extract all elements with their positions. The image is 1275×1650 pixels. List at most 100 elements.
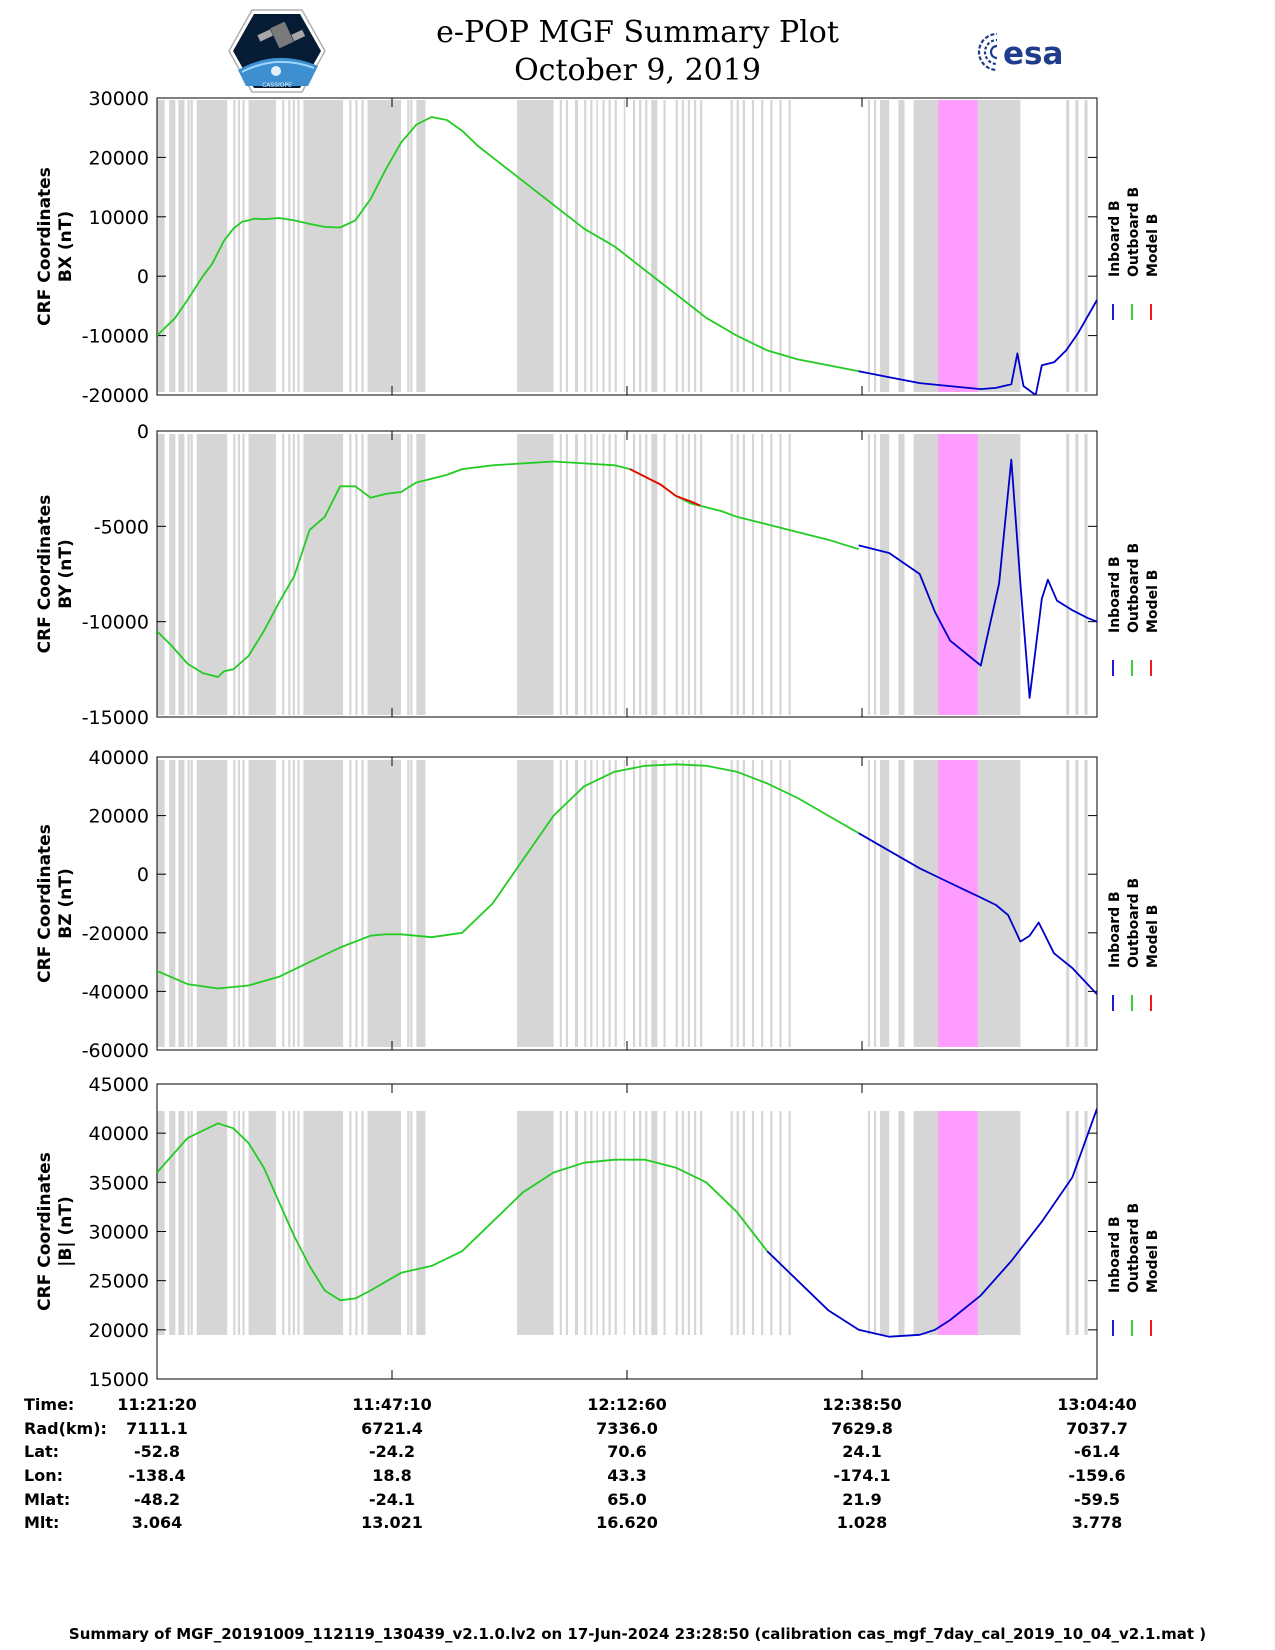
gray-tick (565, 100, 569, 392)
gray-tick (361, 434, 364, 715)
gray-tick (602, 100, 605, 392)
info-cell: 43.3 (607, 1466, 646, 1485)
info-cell: 70.6 (607, 1442, 646, 1461)
gray-tick (700, 100, 703, 392)
gray-tick (867, 760, 871, 1047)
gray-tick (779, 100, 782, 392)
legend-label: Inboard B (1107, 891, 1123, 968)
gray-band (157, 434, 165, 715)
y-axis-label-line: BX (nT) (56, 211, 76, 282)
gray-tick (788, 434, 791, 715)
info-cell: -24.1 (369, 1490, 415, 1509)
y-tick-label: -10000 (82, 612, 149, 634)
series-line-inboard-b (766, 1108, 1097, 1338)
gray-tick (410, 100, 413, 392)
gray-tick (237, 434, 241, 715)
gray-tick (349, 760, 352, 1047)
gray-tick (233, 760, 236, 1047)
gray-tick (190, 434, 193, 715)
info-row-label: Rad(km): (24, 1419, 107, 1438)
gray-band (248, 100, 276, 392)
gray-tick (590, 100, 593, 392)
info-cell: 7111.1 (126, 1419, 188, 1438)
gray-tick (297, 1111, 300, 1335)
gray-tick (559, 100, 562, 392)
gray-tick (681, 760, 684, 1047)
magenta-band (938, 1111, 978, 1335)
legend-label: Model B (1145, 905, 1161, 968)
y-axis-label-line: |B| (nT) (56, 1196, 76, 1267)
gray-band (517, 434, 554, 715)
gray-band (517, 760, 554, 1047)
gray-band (157, 100, 165, 392)
info-cell: 65.0 (607, 1490, 646, 1509)
gray-band (898, 434, 905, 715)
series-line-outboard-b (157, 116, 859, 373)
gray-band (303, 100, 344, 392)
gray-band (974, 760, 1021, 1047)
gray-tick (663, 1111, 666, 1335)
gray-tick (700, 760, 703, 1047)
gray-band (1066, 760, 1070, 1047)
gray-band (1075, 434, 1079, 715)
gray-tick (559, 760, 562, 1047)
gray-band (596, 434, 598, 715)
gray-band (898, 1111, 905, 1335)
info-cell: 7336.0 (596, 1419, 658, 1438)
gray-tick (584, 434, 587, 715)
gray-tick (632, 760, 636, 1047)
gray-band (574, 100, 579, 392)
y-tick-label: 45000 (89, 1074, 149, 1096)
y-tick-label: -20000 (82, 385, 149, 407)
info-cell: -24.2 (369, 1442, 415, 1461)
y-tick-label: 10000 (89, 207, 149, 229)
gray-tick (639, 1111, 642, 1335)
gray-tick (602, 760, 605, 1047)
y-axis-label: CRF CoordinatesBX (nT) (35, 167, 76, 326)
gray-band (651, 100, 658, 392)
gray-tick (410, 434, 413, 715)
gray-tick (751, 100, 755, 392)
series-group (157, 763, 1097, 995)
gray-tick (867, 434, 871, 715)
y-axis-label: CRF CoordinatesBZ (nT) (35, 824, 76, 983)
legend-label: Outboard B (1126, 187, 1142, 277)
gray-tick (187, 760, 190, 1047)
info-cell: 1.028 (837, 1513, 888, 1532)
series-line-model-b (629, 468, 701, 507)
gray-band (248, 434, 276, 715)
gray-tick (639, 100, 642, 392)
legend-label: Inboard B (1107, 556, 1123, 633)
gray-tick (282, 760, 285, 1047)
gray-band (169, 434, 176, 715)
info-cell: 24.1 (842, 1442, 881, 1461)
y-tick-label: -5000 (94, 516, 149, 538)
info-cell: 7629.8 (831, 1419, 893, 1438)
legend-label: Model B (1145, 570, 1161, 633)
gray-tick (355, 100, 358, 392)
gray-tick (730, 434, 733, 715)
gray-band (913, 434, 939, 715)
gray-band (898, 100, 905, 392)
gray-tick (288, 100, 291, 392)
legend-label: Outboard B (1126, 878, 1142, 968)
gray-tick (742, 760, 745, 1047)
magenta-band (938, 100, 978, 392)
gray-band (651, 760, 658, 1047)
gray-band (416, 760, 426, 1047)
gray-tick (614, 434, 617, 715)
legend-label: Model B (1145, 1230, 1161, 1293)
gray-tick (361, 100, 364, 392)
gray-band (178, 434, 185, 715)
gray-tick (761, 434, 764, 715)
gray-tick (242, 760, 245, 1047)
gray-band (974, 434, 1021, 715)
gray-band (880, 100, 890, 392)
gray-band (1084, 760, 1088, 1047)
gray-band (623, 760, 626, 1047)
gray-tick (233, 434, 236, 715)
gray-tick (559, 434, 562, 715)
gray-tick (770, 434, 773, 715)
info-cell: 13:04:40 (1057, 1395, 1137, 1414)
gray-tick (590, 434, 593, 715)
